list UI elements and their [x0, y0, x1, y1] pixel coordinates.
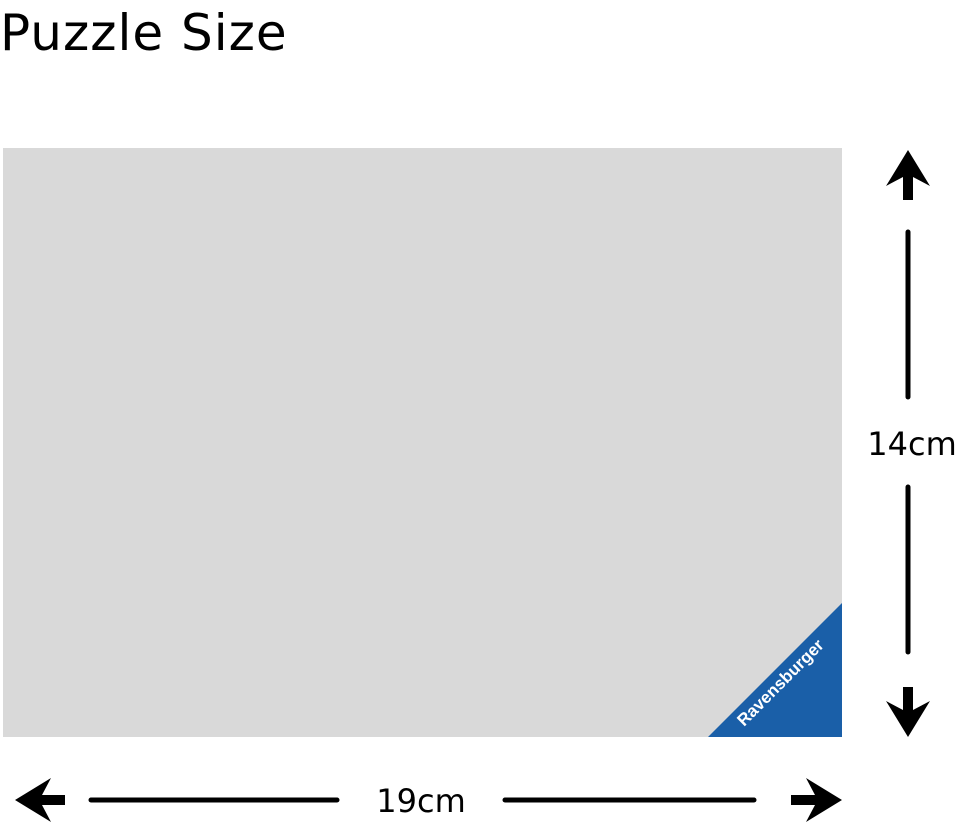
logo-corner — [708, 603, 842, 737]
height-label: 14cm — [867, 425, 956, 463]
puzzle-area — [3, 148, 842, 737]
arrow-down-icon — [886, 687, 930, 737]
width-label: 19cm — [376, 782, 465, 820]
arrow-right-icon — [791, 778, 842, 822]
arrow-up-icon — [886, 150, 930, 200]
page-title: Puzzle Size — [0, 4, 288, 62]
arrow-left-icon — [15, 778, 65, 822]
